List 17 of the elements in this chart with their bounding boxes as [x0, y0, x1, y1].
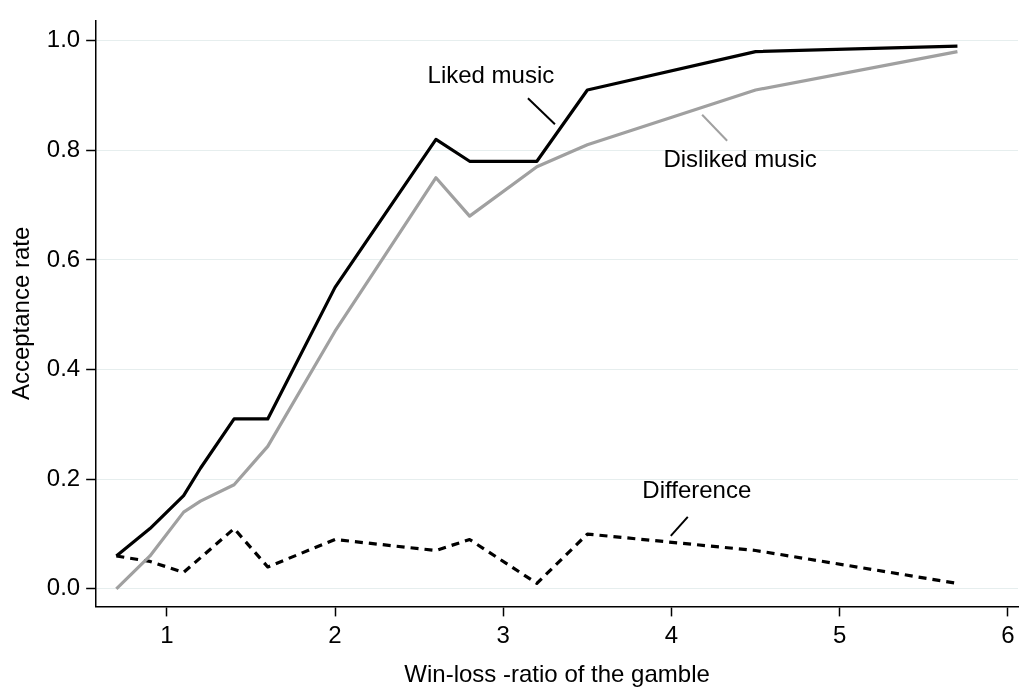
- y-tick-label: 0.2: [46, 463, 81, 491]
- x-tick-label: 1: [160, 621, 174, 649]
- y-tick-label: 0.0: [46, 573, 81, 601]
- y-axis-title: Acceptance rate: [7, 226, 35, 401]
- y-tick-label: 0.4: [46, 354, 81, 382]
- legend-label: Disliked music: [663, 145, 817, 173]
- x-tick-label: 4: [664, 621, 679, 649]
- series-label: Difference: [642, 476, 752, 504]
- x-tick-label: 6: [1001, 621, 1015, 649]
- x-tick-label: 2: [328, 621, 342, 649]
- y-tick-label: 0.8: [46, 134, 81, 162]
- y-tick-label: 0.6: [46, 244, 81, 272]
- x-tick-label: 5: [833, 621, 847, 649]
- y-tick-label: 1.0: [46, 25, 81, 53]
- series-label: Liked music: [427, 60, 555, 88]
- x-axis-title: Win-loss -ratio of the gamble: [404, 660, 710, 688]
- x-tick-label: 3: [496, 621, 510, 649]
